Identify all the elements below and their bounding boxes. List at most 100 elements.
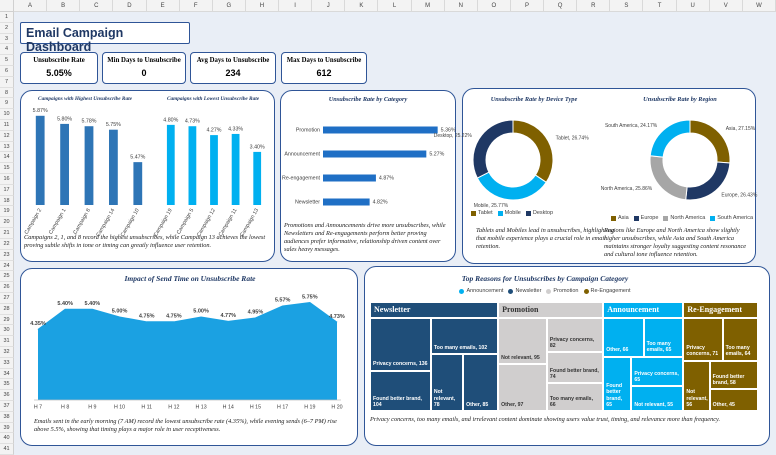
- chart-title: Unsubscribe Rate by Region: [643, 96, 717, 103]
- treemap-cell: Privacy concerns, 71: [683, 318, 723, 361]
- row-header: 18: [0, 195, 14, 207]
- data-label: 5.87%: [33, 108, 48, 114]
- area-fill: [38, 302, 337, 400]
- data-label: 4.75%: [139, 314, 155, 320]
- bar: [109, 129, 118, 205]
- x-tick-label: H 20: [331, 404, 342, 410]
- legend-swatch: [546, 288, 552, 294]
- x-tick-label: H 14: [223, 404, 234, 410]
- column-header: E: [146, 0, 180, 12]
- legend-item: Desktop: [525, 210, 553, 216]
- bar: [84, 126, 94, 205]
- column-header: B: [47, 0, 81, 12]
- cell-label: Too many emails, 64: [725, 345, 751, 358]
- bar: [188, 126, 197, 205]
- bar: [60, 123, 69, 205]
- x-tick-label: H 12: [168, 404, 179, 410]
- treemap-cell: Not relevant, 56: [683, 360, 710, 411]
- data-label: 4.73%: [329, 314, 345, 320]
- row-header: 26: [0, 282, 14, 293]
- donut-segment: [649, 119, 691, 158]
- data-label: 5.00%: [112, 309, 128, 315]
- kpi-card: Min Days to Unsubscribe 0: [102, 52, 186, 84]
- legend-label: Asia: [617, 215, 629, 221]
- data-label: 5.40%: [85, 301, 101, 307]
- row-header: 10: [0, 109, 14, 121]
- data-label: 4.87%: [379, 175, 394, 181]
- kpi-label: Unsubscribe Rate: [33, 57, 85, 64]
- treemap-cell: Privacy concerns, 82: [546, 318, 604, 353]
- treemap-cell: Other, 45: [709, 389, 758, 411]
- data-label: 5.80%: [57, 116, 72, 122]
- treemap-cell: Privacy concerns, 136: [370, 318, 431, 371]
- x-tick-label: H 8: [61, 404, 69, 410]
- chart-title: Top Reasons for Unsubscribes by Campaign…: [461, 274, 629, 283]
- data-label: Mobile, 25.77%: [474, 203, 509, 209]
- cell-label: Privacy concerns, 65: [634, 370, 679, 383]
- cell-label: Other, 66: [606, 347, 629, 354]
- bar: [323, 150, 427, 158]
- column-header: U: [676, 0, 710, 12]
- cell-label: Too many emails, 65: [646, 341, 672, 354]
- row-header: 33: [0, 357, 14, 369]
- legend-label: Mobile: [504, 210, 521, 216]
- row-header: 7: [0, 76, 14, 88]
- row-header: 39: [0, 422, 14, 434]
- x-tick-label: Campaign 8: [72, 208, 92, 236]
- legend-item: Asia: [610, 215, 629, 221]
- row-header: 21: [0, 228, 14, 239]
- row-header: 29: [0, 314, 14, 326]
- data-label: 4.73%: [185, 119, 200, 125]
- row-header: 37: [0, 400, 14, 412]
- data-label: 5.40%: [57, 301, 73, 307]
- column-header: A: [14, 0, 48, 12]
- row-header: 11: [0, 120, 14, 131]
- kpi-label: Min Days to Unsubscribe: [107, 57, 181, 64]
- treemap-cell: Other, 66: [603, 318, 644, 357]
- bar: [166, 124, 175, 205]
- chart-title: Unsubscribe Rate by Category: [328, 96, 408, 103]
- row-header: 13: [0, 141, 14, 153]
- legend-item: Re-Engagement: [583, 288, 631, 294]
- row-header: 16: [0, 174, 14, 185]
- data-label: 5.47%: [130, 155, 145, 161]
- cell-label: Not relevant, 56: [686, 389, 708, 408]
- legend-label: Newsletter: [515, 288, 542, 294]
- column-header: F: [179, 0, 213, 12]
- donut-panel: [462, 88, 756, 264]
- row-header: 32: [0, 346, 14, 358]
- legend-item: North America: [663, 215, 705, 221]
- kpi-value: 0: [141, 68, 147, 78]
- x-tick-label: H 9: [88, 404, 96, 410]
- data-label: Tablet, 26.74%: [556, 136, 590, 142]
- treemap-cell: Too many emails, 65: [643, 318, 684, 357]
- data-label: 4.80%: [163, 117, 178, 123]
- column-header: L: [378, 0, 412, 12]
- row-header: 8: [0, 87, 14, 99]
- row-header: 9: [0, 98, 14, 110]
- data-label: 5.75%: [106, 122, 121, 128]
- cell-label: Privacy concerns, 71: [686, 345, 719, 358]
- cell-label: Found better brand, 74: [549, 367, 599, 381]
- legend-item: Tablet: [470, 210, 493, 216]
- x-tick-label: H 11: [141, 404, 152, 410]
- bar: [323, 198, 370, 206]
- category-label: Announcement: [284, 151, 320, 157]
- column-header: H: [245, 0, 280, 12]
- data-label: South America, 24.17%: [605, 123, 658, 129]
- row-header: 17: [0, 184, 14, 196]
- data-label: 4.77%: [220, 313, 236, 319]
- treemap-cell: Found better brand, 104: [370, 370, 431, 411]
- donut-segment: [689, 119, 731, 164]
- cell-label: Found better brand, 65: [606, 383, 623, 408]
- cell-label: Found better brand, 58: [712, 373, 745, 386]
- data-label: 4.95%: [248, 310, 264, 316]
- legend-swatch: [508, 288, 514, 294]
- data-label: 5.75%: [302, 294, 318, 300]
- data-label: 4.82%: [373, 199, 388, 205]
- column-header: Q: [544, 0, 578, 12]
- x-tick-label: Campaign 1: [48, 208, 68, 236]
- column-header: V: [709, 0, 743, 12]
